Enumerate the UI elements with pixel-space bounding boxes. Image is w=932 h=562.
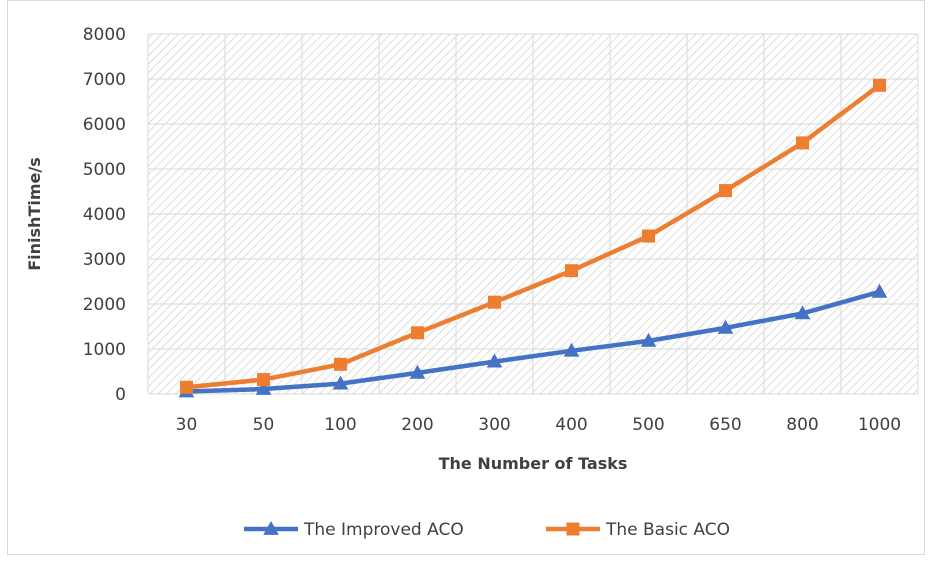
series-line: [184, 289, 882, 394]
y-tick-label: 6000: [83, 115, 126, 135]
legend-item: The Basic ACO: [546, 520, 730, 540]
triangle-marker: [794, 305, 811, 320]
series-line: [184, 83, 882, 390]
triangle-marker: [717, 319, 734, 334]
y-tick-label: 1000: [83, 340, 126, 360]
x-tick-label: 800: [786, 415, 818, 435]
x-tick-label: 500: [632, 415, 664, 435]
legend-item: The Improved ACO: [244, 520, 464, 540]
x-tick-label: 30: [176, 415, 198, 435]
x-tick-label: 200: [401, 415, 433, 435]
y-tick-label: 4000: [83, 205, 126, 225]
y-tick-label: 8000: [83, 25, 126, 45]
y-tick-label: 3000: [83, 250, 126, 270]
square-marker: [642, 229, 655, 243]
square-marker: [565, 264, 578, 278]
legend-label: The Improved ACO: [303, 520, 464, 540]
square-marker: [334, 357, 347, 371]
y-tick-label: 2000: [83, 295, 126, 315]
y-tick-label: 7000: [83, 70, 126, 90]
x-axis-title: The Number of Tasks: [439, 454, 628, 473]
y-axis-title: FinishTime/s: [25, 157, 44, 271]
x-tick-label: 50: [253, 415, 275, 435]
x-tick-label: 400: [555, 415, 587, 435]
y-axis-ticks: 0 1000 2000 3000 4000 5000 6000 7000 8000: [83, 25, 126, 405]
x-tick-label: 1000: [858, 415, 901, 435]
triangle-marker: [563, 342, 580, 357]
y-tick-label: 0: [115, 385, 126, 405]
square-marker: [873, 78, 886, 92]
legend: The Improved ACO The Basic ACO: [244, 520, 730, 540]
square-marker: [411, 326, 424, 340]
legend-label: The Basic ACO: [605, 520, 730, 540]
triangle-marker: [871, 283, 888, 298]
triangle-marker: [263, 520, 279, 535]
x-tick-label: 650: [709, 415, 741, 435]
triangle-marker: [486, 353, 503, 368]
series-layer: [178, 78, 888, 398]
x-tick-label: 300: [478, 415, 510, 435]
square-marker: [488, 295, 501, 309]
square-marker: [796, 136, 809, 150]
x-axis-ticks: 30 50 100 200 300 400 500 650 800 1000: [176, 415, 901, 435]
square-marker: [180, 380, 193, 394]
square-marker: [566, 522, 580, 536]
gridlines: [147, 33, 919, 395]
triangle-marker: [332, 375, 349, 390]
triangle-marker: [640, 332, 657, 347]
x-tick-label: 100: [324, 415, 356, 435]
y-tick-label: 5000: [83, 160, 126, 180]
triangle-marker: [409, 364, 426, 379]
series-improved-aco: [178, 283, 888, 398]
square-marker: [257, 373, 270, 387]
triangle-marker: [255, 380, 272, 395]
series-basic-aco: [180, 78, 886, 394]
square-marker: [719, 184, 732, 198]
